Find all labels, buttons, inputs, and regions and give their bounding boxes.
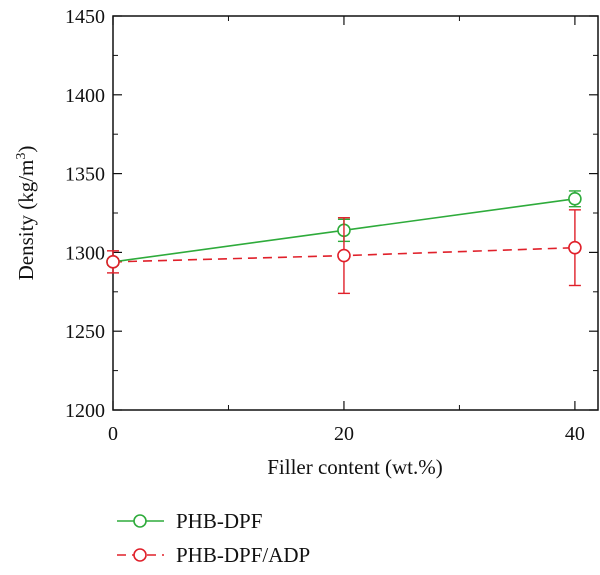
y-axis-title-superscript: 3 (14, 153, 29, 160)
data-point (568, 192, 582, 206)
y-tick-label: 1250 (65, 321, 105, 343)
legend-label: PHB-DPF/ADP (176, 543, 310, 567)
data-point (106, 255, 120, 269)
x-tick-label: 40 (565, 423, 585, 445)
series-layer (106, 190, 582, 295)
legend: PHB-DPF PHB-DPF/ADP (117, 509, 310, 567)
axis-ticks: 1200 1250 1300 1350 1400 1450 0 20 40 (65, 6, 598, 445)
y-tick-label: 1200 (65, 400, 105, 422)
y-tick-label: 1350 (65, 164, 105, 186)
y-tick-label: 1450 (65, 6, 105, 28)
data-point (337, 248, 351, 263)
y-axis-title-main: Density (kg/m (14, 160, 38, 281)
y-tick-label: 1300 (65, 242, 105, 264)
x-axis-title: Filler content (wt.%) (267, 455, 443, 479)
x-tick-label: 20 (334, 423, 354, 445)
plot-frame (112, 15, 599, 411)
legend-marker (133, 548, 147, 562)
data-point (568, 240, 582, 255)
legend-label: PHB-DPF (176, 509, 262, 533)
y-axis-title: Density (kg/m3) (14, 146, 38, 281)
y-axis-title-suffix: ) (14, 146, 38, 153)
y-tick-label: 1400 (65, 85, 105, 107)
x-tick-label: 0 (108, 423, 118, 445)
legend-marker (133, 514, 147, 528)
